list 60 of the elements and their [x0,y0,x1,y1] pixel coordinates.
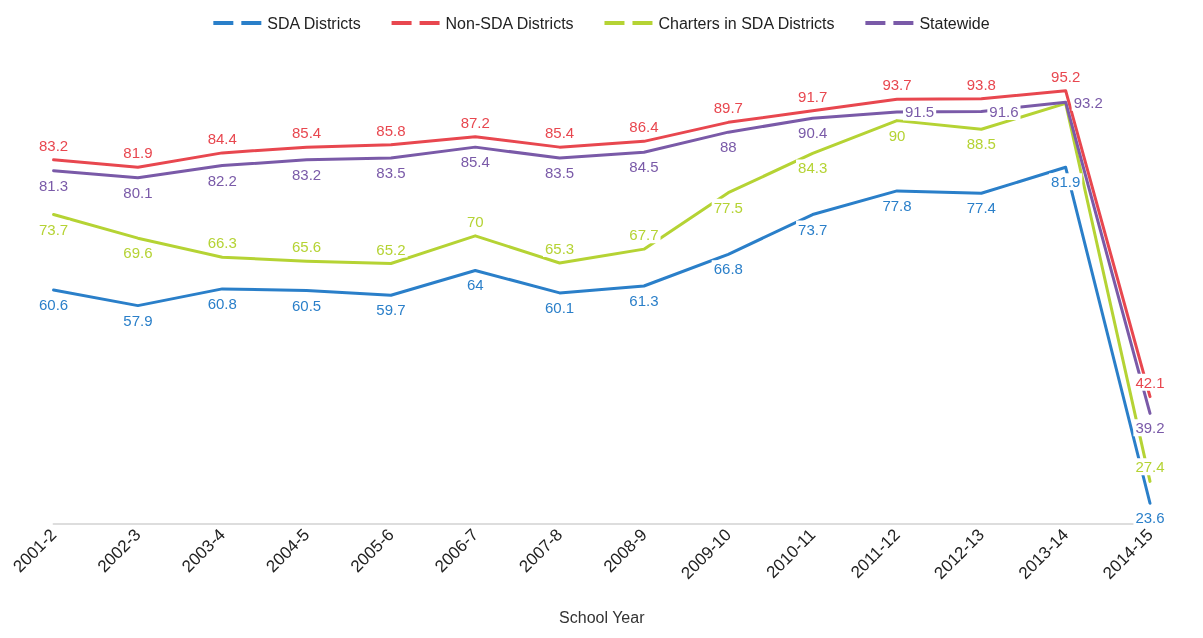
data-label: 60.5 [291,296,322,314]
legend-label: Charters in SDA Districts [658,14,835,32]
data-label: 93.8 [966,75,996,93]
data-label: 64 [466,276,484,294]
data-label: 87.2 [460,113,490,131]
data-label: 82.2 [207,171,237,189]
data-label: 83.5 [376,164,406,182]
data-label: 86.4 [629,118,659,136]
data-label: 91.7 [798,87,828,105]
data-label: 88 [719,138,737,156]
data-label: 84.3 [798,159,828,177]
data-label: 65.6 [291,238,322,256]
data-label: 93.2 [1073,93,1103,111]
data-label: 73.7 [798,220,828,238]
data-label: 85.4 [291,124,322,142]
legend-label: SDA Districts [267,14,361,32]
data-label: 93.7 [882,76,912,94]
data-label: 69.6 [123,244,153,262]
data-label: 90 [888,126,906,144]
data-label: 77.5 [713,198,743,216]
data-label: 83.5 [545,164,575,182]
data-label: 91.5 [904,103,935,121]
data-label: 57.9 [123,311,153,329]
data-label: 60.6 [38,296,69,314]
data-label: 81.9 [123,144,153,162]
data-label: 73.7 [38,220,69,238]
data-label: 59.7 [376,301,406,319]
data-label: 88.5 [966,135,996,153]
data-label: 60.1 [545,298,575,316]
legend-label: Non-SDA Districts [445,14,574,32]
data-label: 27.4 [1135,458,1165,476]
data-label: 70 [466,212,484,230]
data-label: 85.4 [460,153,490,171]
data-label: 23.6 [1135,509,1165,527]
data-label: 81.3 [38,176,69,194]
data-label: 95.2 [1051,67,1081,85]
data-label: 81.9 [1051,173,1081,191]
data-label: 66.3 [207,234,237,252]
data-label: 77.4 [966,199,996,217]
data-label: 84.4 [207,129,237,147]
data-label: 80.1 [123,183,153,201]
data-label: 42.1 [1135,373,1165,391]
legend-label: Statewide [919,14,990,32]
data-label: 39.2 [1135,419,1165,437]
data-label: 83.2 [291,165,322,183]
x-axis-title: School Year [559,608,646,626]
data-label: 83.2 [38,136,69,154]
data-label: 89.7 [713,99,743,117]
data-label: 60.8 [207,294,237,312]
data-label: 77.8 [882,196,912,214]
data-label: 66.8 [713,260,743,278]
data-label: 85.4 [545,124,575,142]
data-label: 84.5 [629,158,659,176]
data-label: 65.2 [376,240,406,258]
data-label: 61.3 [629,292,659,310]
data-label: 65.3 [545,239,575,257]
data-label: 67.7 [629,226,659,244]
data-label: 90.4 [798,124,828,142]
data-label: 91.6 [989,102,1019,120]
data-label: 85.8 [376,121,406,139]
